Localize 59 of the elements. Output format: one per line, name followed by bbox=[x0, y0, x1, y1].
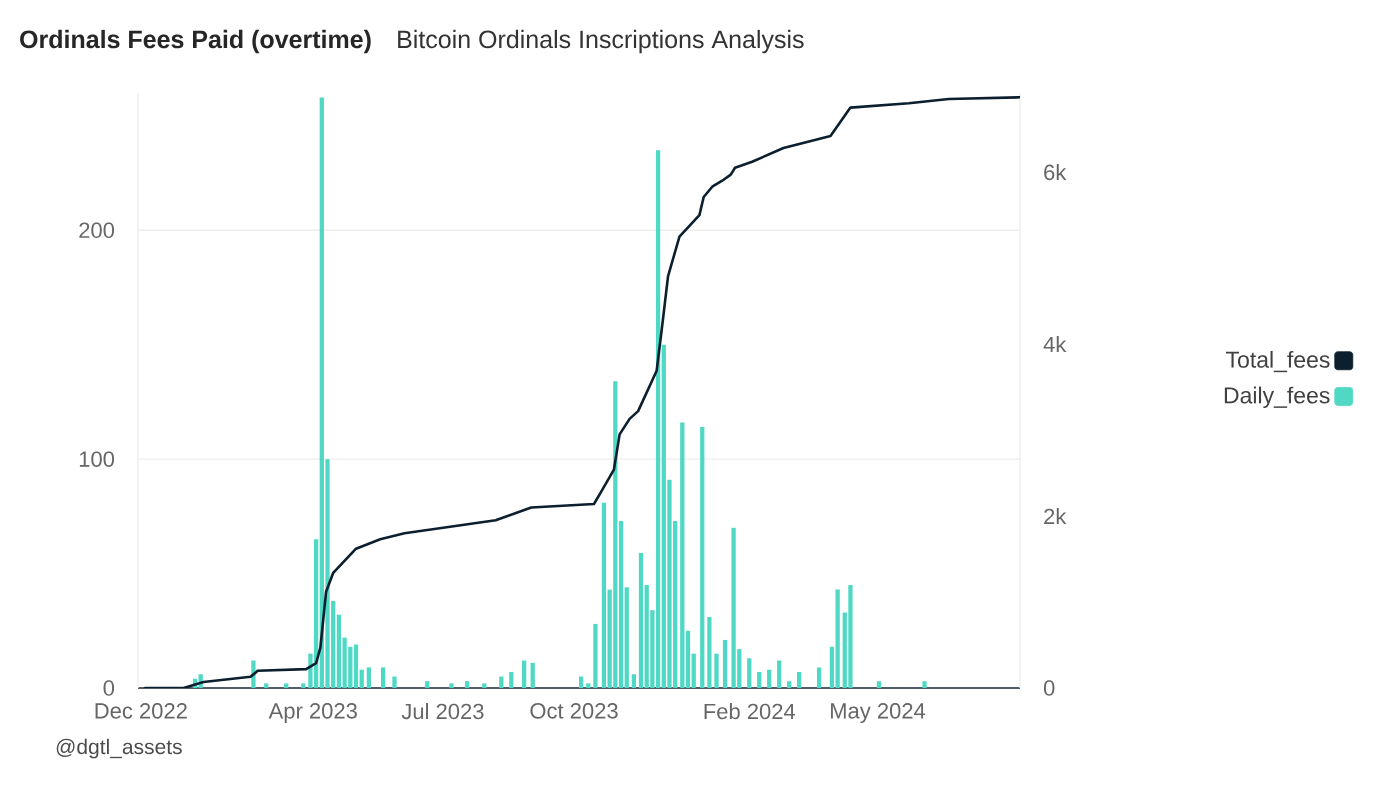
bar bbox=[380, 667, 386, 688]
bar bbox=[392, 676, 397, 688]
bar bbox=[707, 617, 712, 688]
bar bbox=[691, 653, 696, 688]
bar bbox=[499, 676, 504, 688]
legend-label: Total_fees bbox=[1226, 350, 1330, 373]
bar bbox=[579, 676, 584, 688]
bar bbox=[797, 671, 802, 688]
line-series bbox=[143, 95, 1021, 688]
text: @dgtl_assets bbox=[56, 738, 182, 759]
bar bbox=[509, 671, 514, 688]
bar bbox=[522, 660, 527, 688]
chart-title: Ordinals Fees Paid (overtime) bbox=[20, 29, 371, 54]
bar bbox=[685, 630, 691, 688]
bar bbox=[301, 683, 306, 688]
bar bbox=[449, 683, 454, 688]
bar bbox=[787, 681, 792, 688]
bar bbox=[767, 669, 772, 688]
bar bbox=[425, 681, 430, 688]
bar bbox=[700, 427, 705, 688]
bar bbox=[353, 644, 359, 688]
y-tick-label: 0 bbox=[103, 680, 115, 696]
x-tick-label: Oct 2023 bbox=[530, 703, 618, 719]
bar bbox=[714, 653, 719, 688]
y-tick-label: 200 bbox=[79, 222, 115, 239]
bar bbox=[530, 662, 535, 688]
bar bbox=[922, 681, 927, 688]
x-tick-label: May 2024 bbox=[831, 703, 926, 723]
bar bbox=[465, 681, 470, 688]
bar bbox=[777, 660, 782, 688]
x-tick-label: Apr 2023 bbox=[268, 703, 357, 723]
bar bbox=[876, 681, 882, 688]
y2-tick-label: 2k bbox=[1044, 508, 1067, 524]
bar bbox=[359, 669, 364, 688]
bar bbox=[747, 658, 752, 688]
bar bbox=[624, 587, 629, 688]
bar bbox=[284, 683, 289, 688]
bar bbox=[722, 639, 728, 688]
bar bbox=[631, 674, 637, 688]
bar bbox=[593, 623, 598, 688]
bar bbox=[264, 683, 269, 688]
y2-tick-label: 4k bbox=[1043, 336, 1067, 353]
bar bbox=[586, 683, 591, 688]
bar bbox=[816, 667, 822, 688]
bar bbox=[601, 502, 607, 688]
y-tick-label: 100 bbox=[79, 451, 115, 467]
x-tick-label: Jul 2023 bbox=[401, 703, 484, 720]
bar bbox=[757, 671, 762, 688]
legend-label: Daily_fees bbox=[1224, 386, 1330, 409]
bar bbox=[366, 667, 371, 688]
y2-tick-label: 0 bbox=[1043, 680, 1055, 696]
x-tick-label: Dec 2022 bbox=[95, 703, 187, 719]
bar bbox=[680, 422, 685, 688]
bar bbox=[618, 520, 624, 688]
chart-subtitle: Bitcoin Ordinals Inscriptions Analysis bbox=[398, 29, 804, 54]
x-tick-label: Feb 2024 bbox=[704, 703, 796, 720]
y2-tick-label: 6k bbox=[1044, 164, 1067, 181]
bar bbox=[638, 552, 644, 688]
bar bbox=[482, 683, 487, 688]
